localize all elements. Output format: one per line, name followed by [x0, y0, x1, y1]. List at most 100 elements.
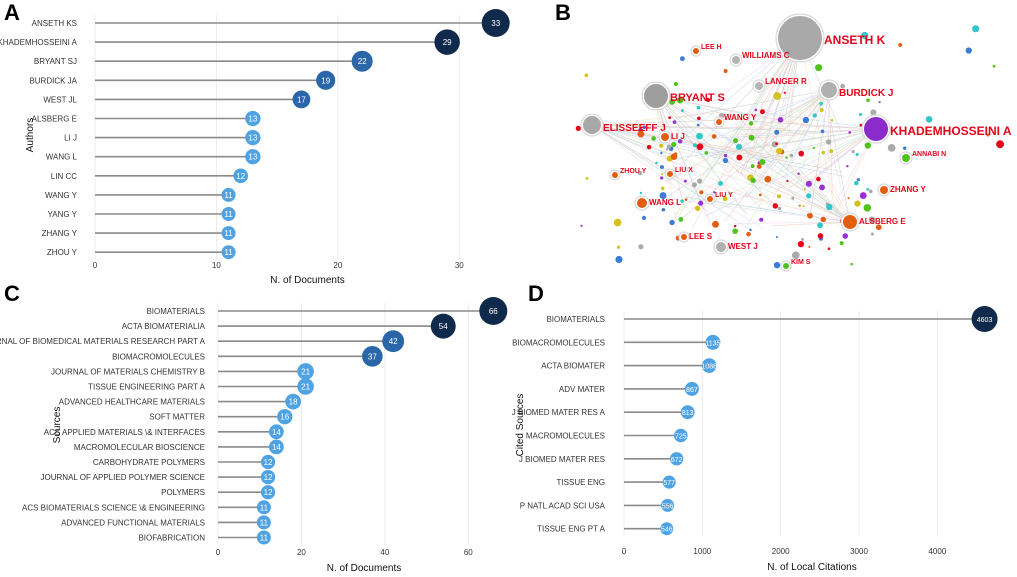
- lollipop-dot: [430, 313, 456, 339]
- lollipop-dot: [297, 378, 314, 395]
- network-edge: [798, 168, 851, 223]
- network-node-label: LIU Y: [715, 192, 733, 199]
- network-node-small: [651, 136, 656, 141]
- network-node-small: [669, 219, 675, 226]
- network-node-outlier: [965, 47, 972, 54]
- network-node-small: [819, 101, 823, 106]
- category-label: YANG Y: [48, 210, 78, 219]
- value-label: 33: [491, 19, 500, 28]
- network-node-outlier: [898, 42, 903, 47]
- network-node-small: [677, 139, 683, 144]
- network-node-small: [732, 228, 738, 234]
- network-node-small: [660, 176, 664, 180]
- lollipop-dot: [256, 530, 271, 545]
- network-node-outlier: [684, 198, 688, 201]
- network-node-small: [672, 120, 677, 124]
- network-node: [843, 215, 857, 229]
- network-edge: [790, 128, 877, 199]
- network-edge: [743, 128, 877, 211]
- network-edge: [736, 89, 830, 124]
- network-node-label: KIM S: [791, 259, 811, 266]
- network-edge: [745, 128, 877, 164]
- value-label: 556: [662, 503, 674, 510]
- network-node-outlier: [584, 73, 589, 78]
- network-node-small: [692, 143, 697, 148]
- lollipop-dot: [221, 187, 236, 202]
- category-label: LI J: [64, 134, 77, 143]
- value-label: 16: [280, 413, 289, 422]
- network-node-small: [829, 149, 834, 154]
- network-node-label: KHADEMHOSSEINI A: [890, 124, 1012, 138]
- network-node-small: [797, 240, 805, 248]
- x-tick-label: 3000: [850, 547, 868, 556]
- value-label: 12: [264, 458, 273, 467]
- network-node-small: [642, 125, 647, 130]
- network-node: [681, 234, 687, 240]
- network-node-small: [661, 173, 664, 176]
- network-edge: [591, 124, 670, 155]
- network-node-small: [816, 176, 821, 182]
- network-node-small: [696, 105, 701, 110]
- network-node: [667, 171, 673, 177]
- category-label: POLYMERS: [161, 488, 205, 497]
- lollipop-dot: [260, 485, 276, 500]
- network-node-outlier: [679, 56, 685, 62]
- network-edge: [761, 143, 851, 223]
- network-node-small: [638, 244, 644, 250]
- category-label: ADVANCED FUNCTIONAL MATERIALS: [61, 518, 205, 527]
- network-node-small: [812, 113, 817, 118]
- chart-authors: 0 10 20 30 ANSETH KS 33 KHADEMHOSSEINI A 29 BRYA…: [0, 9, 510, 286]
- value-label: 13: [248, 115, 257, 124]
- category-label: JOURNAL OF APPLIED POLYMER SCIENCE: [41, 473, 205, 482]
- network-edge: [762, 89, 830, 219]
- x-tick-label: 0: [93, 261, 98, 270]
- y-axis-title: Sources: [52, 407, 63, 444]
- category-label: WANG Y: [45, 191, 78, 200]
- value-label: 12: [236, 172, 245, 181]
- network-node-small: [839, 241, 844, 246]
- network-node-outlier: [840, 83, 845, 89]
- category-label: TISSUE ENGINEERING PART A: [88, 383, 206, 392]
- network-node-small: [637, 130, 645, 138]
- network-node: [716, 119, 722, 125]
- category-label: ADV MATER: [559, 385, 605, 394]
- network-node-small: [827, 247, 831, 250]
- network-edge: [789, 128, 877, 188]
- network-node-small: [659, 192, 667, 199]
- network-node-small: [750, 164, 755, 169]
- network-edge: [711, 128, 877, 203]
- value-label: 12: [264, 473, 273, 482]
- network-node-label: ANNABI N: [912, 151, 946, 158]
- network-node-small: [817, 233, 824, 239]
- network-node-small: [696, 123, 700, 127]
- network-node-small: [859, 123, 863, 127]
- network-edge: [821, 113, 851, 223]
- value-label: 42: [389, 337, 398, 346]
- network-node-small: [641, 215, 647, 220]
- network-node-small: [786, 179, 789, 183]
- lollipop-dot: [434, 29, 460, 55]
- network-node-small: [678, 216, 684, 222]
- network-node-small: [655, 161, 658, 165]
- network-node-small: [722, 196, 728, 202]
- value-label: 13: [248, 153, 257, 162]
- network-edge: [591, 124, 818, 132]
- network-edge: [591, 124, 828, 197]
- network-node-outlier: [777, 206, 782, 211]
- network-node-small: [864, 142, 872, 149]
- network-edge: [676, 129, 851, 223]
- network-node-small: [789, 153, 794, 158]
- network-node-small: [712, 220, 719, 228]
- network-node-small: [821, 150, 825, 155]
- lollipop-dot: [260, 454, 276, 470]
- network-node-small: [803, 188, 806, 191]
- network-node-small: [775, 142, 779, 146]
- network-node-outlier: [616, 245, 621, 249]
- category-label: ZHANG Y: [42, 229, 78, 238]
- network-node-small: [660, 186, 665, 191]
- lollipop-dot: [316, 70, 336, 90]
- network-edge: [591, 124, 843, 173]
- lollipop-dot: [362, 345, 383, 367]
- network-node-label: WILLIAMS C: [742, 51, 790, 60]
- network-node-outlier: [925, 116, 933, 123]
